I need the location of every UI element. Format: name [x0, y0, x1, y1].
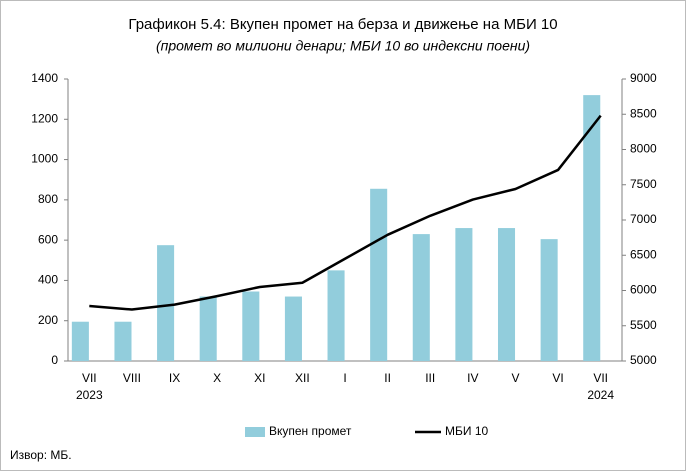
- bar: [199, 296, 217, 361]
- bar: [497, 228, 516, 361]
- year-label: 2024: [587, 388, 614, 402]
- line-series: [89, 114, 602, 311]
- y-tick-label: 800: [38, 192, 58, 206]
- y-tick-label: 0: [51, 353, 58, 367]
- bar: [284, 296, 302, 361]
- y-tick-label: 1000: [31, 152, 58, 166]
- y-tick-label: 1200: [31, 111, 58, 125]
- y2-tick-label: 7000: [630, 212, 657, 226]
- y2-tick-label: 9000: [630, 71, 657, 85]
- y2-tick-label: 8000: [630, 142, 657, 156]
- x-tick-label: VIII: [123, 371, 141, 385]
- chart-title: Графикон 5.4: Вкупен промет на берза и д…: [128, 16, 557, 33]
- year-label: 2023: [76, 388, 103, 402]
- legend-label: МБИ 10: [445, 424, 489, 438]
- y-tick-label: 200: [38, 313, 58, 327]
- y2-tick-label: 8500: [630, 106, 657, 120]
- y-tick-label: 600: [38, 232, 58, 246]
- bar: [540, 239, 558, 361]
- x-tick-label: V: [511, 371, 519, 385]
- x-tick-label: I: [343, 371, 346, 385]
- bar: [370, 188, 388, 361]
- x-tick-label: IX: [169, 371, 180, 385]
- y2-tick-label: 6000: [630, 283, 657, 297]
- x-tick-label: VI: [552, 371, 563, 385]
- bar: [71, 321, 89, 361]
- bar: [583, 95, 601, 361]
- bar: [412, 234, 430, 361]
- y2-tick-label: 5000: [630, 353, 657, 367]
- bar: [455, 228, 473, 361]
- chart-subtitle: (промет во милиони денари; МБИ 10 во инд…: [156, 38, 530, 54]
- y2-tick-label: 5500: [630, 318, 657, 332]
- source: Извор: МБ.: [10, 448, 72, 462]
- y-tick-label: 1400: [31, 71, 58, 85]
- y2-tick-label: 6500: [630, 247, 657, 261]
- bar: [242, 291, 260, 361]
- x-tick-label: X: [213, 371, 221, 385]
- x-tick-label: II: [384, 371, 391, 385]
- bar: [157, 245, 175, 361]
- legend-label: Вкупен промет: [269, 424, 352, 438]
- x-tick-label: XII: [295, 371, 310, 385]
- y2-tick-label: 7500: [630, 177, 657, 191]
- x-tick-label: IV: [467, 371, 478, 385]
- x-tick-label: VII: [82, 371, 97, 385]
- x-tick-label: III: [425, 371, 435, 385]
- y-tick-label: 400: [38, 273, 58, 287]
- x-tick-label: VII: [593, 371, 608, 385]
- x-tick-label: XI: [254, 371, 265, 385]
- legend-swatch: [245, 427, 265, 437]
- bar: [114, 321, 132, 361]
- bar: [327, 270, 345, 361]
